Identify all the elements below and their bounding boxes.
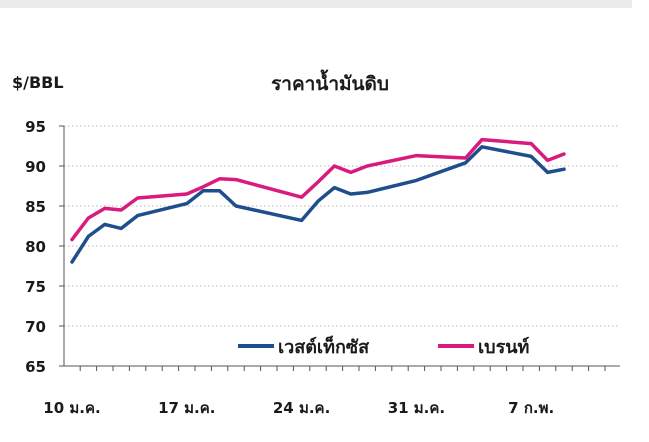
- legend-label-1: เวสต์เท็กซัส: [278, 335, 370, 358]
- y-tick-label: 90: [25, 158, 46, 176]
- series-lines: [70, 137, 566, 264]
- y-tick-labels: 65 70 75 80 85 90 95: [25, 118, 46, 376]
- series-line-2: [70, 137, 566, 242]
- y-tick-label: 65: [25, 358, 46, 376]
- x-tick-labels: 10 ม.ค. 17 ม.ค. 24 ม.ค. 31 ม.ค. 7 ก.พ.: [43, 399, 554, 417]
- series-line-1: [70, 145, 566, 264]
- gridlines: [64, 125, 620, 327]
- y-tick-label: 70: [25, 318, 46, 336]
- x-tick-label: 17 ม.ค.: [158, 399, 215, 417]
- axes: [59, 125, 620, 371]
- x-tick-label: 10 ม.ค.: [43, 399, 100, 417]
- y-tick-label: 80: [25, 238, 46, 256]
- x-tick-label: 31 ม.ค.: [388, 399, 445, 417]
- y-tick-label: 75: [25, 278, 46, 296]
- legend: เวสต์เท็กซัส เบรนท์: [238, 335, 529, 358]
- x-tick-label: 7 ก.พ.: [508, 399, 554, 417]
- y-tick-label: 95: [25, 118, 46, 136]
- y-axis-label: $/BBL: [12, 73, 64, 92]
- x-tick-label: 24 ม.ค.: [273, 399, 330, 417]
- chart-title: ราคาน้ำมันดิบ: [271, 69, 389, 95]
- y-tick-label: 85: [25, 198, 46, 216]
- top-strip: [0, 0, 632, 8]
- legend-label-2: เบรนท์: [478, 336, 529, 358]
